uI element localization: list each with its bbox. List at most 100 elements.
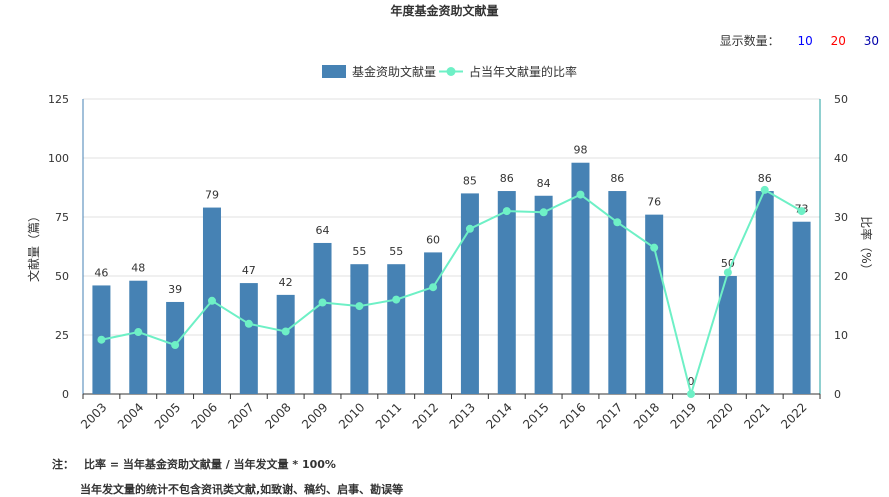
ratio-point[interactable] bbox=[392, 295, 401, 304]
note-line-1: 注： 比率 = 当年基金资助文献量 / 当年发文量 * 100% bbox=[52, 456, 336, 472]
x-tick-label: 2021 bbox=[741, 400, 772, 431]
bar[interactable] bbox=[424, 252, 443, 394]
bar[interactable] bbox=[460, 193, 479, 394]
bar[interactable] bbox=[350, 264, 369, 394]
ratio-point[interactable] bbox=[465, 224, 474, 233]
ratio-point[interactable] bbox=[97, 335, 106, 344]
count-option-30[interactable]: 30 bbox=[863, 34, 879, 48]
x-tick-label: 2004 bbox=[115, 400, 146, 431]
bar-series bbox=[92, 162, 811, 394]
ratio-point[interactable] bbox=[613, 218, 622, 227]
x-tick-label: 2016 bbox=[557, 400, 588, 431]
ratio-point[interactable] bbox=[650, 243, 659, 252]
ratio-point[interactable] bbox=[244, 319, 253, 328]
ratio-point[interactable] bbox=[797, 207, 806, 216]
grid-lines bbox=[83, 98, 820, 395]
bar-data-label: 46 bbox=[94, 266, 108, 279]
x-tick-label: 2006 bbox=[189, 400, 220, 431]
bar-data-label: 47 bbox=[242, 264, 256, 277]
note-text-2: 当年发文量的统计不包含资讯类文献,如致谢、稿约、启事、勘误等 bbox=[80, 483, 404, 496]
bar-data-label: 76 bbox=[647, 196, 661, 209]
y-tick-label: 100 bbox=[48, 152, 69, 165]
bar-data-label: 64 bbox=[316, 224, 330, 237]
x-tick-label: 2019 bbox=[668, 400, 699, 431]
legend-swatch-line-marker[interactable] bbox=[446, 67, 456, 76]
bar-data-label: 0 bbox=[688, 375, 695, 388]
x-tick-label: 2014 bbox=[483, 400, 514, 431]
x-tick-label: 2022 bbox=[778, 400, 809, 431]
bar[interactable] bbox=[276, 294, 295, 394]
display-count-control: 显示数量： 10 20 30 bbox=[720, 32, 879, 49]
bar-data-label: 48 bbox=[131, 262, 145, 275]
ratio-point[interactable] bbox=[171, 341, 180, 350]
x-tick-label: 2012 bbox=[410, 400, 441, 431]
bar-data-label: 79 bbox=[205, 189, 219, 202]
bar-data-label: 39 bbox=[168, 283, 182, 296]
ratio-point[interactable] bbox=[723, 268, 732, 277]
bar-data-label: 86 bbox=[500, 172, 514, 185]
y-tick-label: 125 bbox=[48, 93, 69, 106]
bar[interactable] bbox=[387, 264, 406, 394]
bar[interactable] bbox=[534, 195, 553, 394]
legend-swatch-bar[interactable] bbox=[322, 65, 346, 78]
ratio-point[interactable] bbox=[355, 302, 364, 311]
y-tick-label: 50 bbox=[55, 270, 69, 283]
bar-data-label: 55 bbox=[389, 245, 403, 258]
note-label: 注： bbox=[52, 458, 74, 471]
bar[interactable] bbox=[755, 191, 774, 394]
chart-title: 年度基金资助文献量 bbox=[390, 4, 499, 18]
y2-tick-label: 10 bbox=[834, 329, 848, 342]
x-tick-label: 2018 bbox=[631, 400, 662, 431]
ratio-point[interactable] bbox=[502, 207, 511, 216]
ratio-point[interactable] bbox=[576, 190, 585, 199]
ratio-point[interactable] bbox=[429, 283, 438, 292]
legend: 基金资助文献量 占当年文献量的比率 bbox=[322, 64, 577, 79]
y2-axis-title: 比率（%） bbox=[859, 216, 874, 275]
ratio-point[interactable] bbox=[760, 185, 769, 194]
ratio-point[interactable] bbox=[207, 296, 216, 305]
bar[interactable] bbox=[608, 191, 627, 394]
x-tick-label: 2017 bbox=[594, 400, 625, 431]
x-tick-label: 2005 bbox=[152, 400, 183, 431]
bar[interactable] bbox=[497, 191, 516, 394]
ratio-point[interactable] bbox=[687, 390, 696, 398]
bar[interactable] bbox=[313, 242, 332, 394]
bar-data-label: 85 bbox=[463, 174, 477, 187]
ratio-point[interactable] bbox=[281, 327, 290, 336]
x-tick-label: 2010 bbox=[336, 400, 367, 431]
x-tick-label: 2020 bbox=[704, 400, 735, 431]
ratio-point[interactable] bbox=[539, 208, 548, 217]
y-axis-title: 文献量（篇） bbox=[26, 210, 41, 282]
note-text-1: 比率 = 当年基金资助文献量 / 当年发文量 * 100% bbox=[84, 458, 336, 471]
count-option-20[interactable]: 20 bbox=[830, 34, 846, 48]
y2-tick-label: 20 bbox=[834, 270, 848, 283]
bar[interactable] bbox=[129, 280, 148, 394]
bar-data-label: 60 bbox=[426, 233, 440, 246]
ratio-point[interactable] bbox=[134, 328, 143, 337]
x-tick-label: 2009 bbox=[299, 400, 330, 431]
y-tick-label: 0 bbox=[62, 388, 69, 401]
y2-tick-label: 30 bbox=[834, 211, 848, 224]
bar-data-label: 55 bbox=[352, 245, 366, 258]
count-option-10[interactable]: 10 bbox=[797, 34, 813, 48]
x-tick-label: 2011 bbox=[373, 400, 404, 431]
y-tick-label: 25 bbox=[55, 329, 69, 342]
x-tick-label: 2015 bbox=[520, 400, 551, 431]
bar[interactable] bbox=[239, 283, 258, 394]
legend-label-line[interactable]: 占当年文献量的比率 bbox=[469, 64, 577, 79]
legend-label-bar[interactable]: 基金资助文献量 bbox=[352, 64, 436, 79]
line-series bbox=[97, 185, 806, 398]
bar[interactable] bbox=[645, 214, 664, 394]
bar[interactable] bbox=[718, 276, 737, 394]
ratio-point[interactable] bbox=[318, 298, 327, 307]
x-tick-label: 2013 bbox=[447, 400, 478, 431]
y2-tick-label: 40 bbox=[834, 152, 848, 165]
bar-data-label: 42 bbox=[279, 276, 293, 289]
y2-tick-label: 0 bbox=[834, 388, 841, 401]
display-count-label: 显示数量： bbox=[719, 34, 780, 48]
bar[interactable] bbox=[571, 162, 590, 394]
bar[interactable] bbox=[792, 221, 811, 394]
bar-data-label: 86 bbox=[758, 172, 772, 185]
y-tick-label: 75 bbox=[55, 211, 69, 224]
